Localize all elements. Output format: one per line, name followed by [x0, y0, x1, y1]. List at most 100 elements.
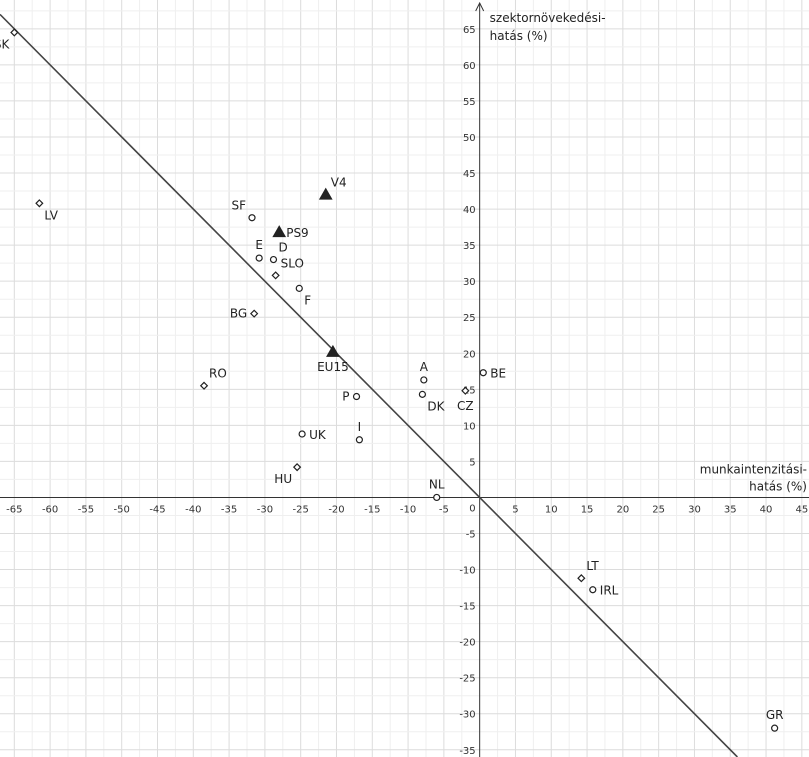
y-tick-label: 50 — [463, 133, 476, 144]
point-label-sf: SF — [231, 199, 246, 213]
point-label-bg: BG — [230, 307, 247, 321]
point-a — [420, 376, 428, 384]
x-tick-label: -60 — [42, 504, 58, 515]
y-tick-label: -5 — [466, 530, 476, 541]
point-label-slo: SLO — [281, 256, 304, 270]
x-tick-label: -35 — [221, 504, 237, 515]
point-be — [479, 369, 487, 377]
point-lt — [577, 574, 586, 583]
y-tick-label: 65 — [463, 25, 476, 36]
y-tick-label: -35 — [459, 746, 475, 757]
y-tick-label: 25 — [463, 313, 476, 324]
point-nl — [433, 493, 441, 502]
point-p — [352, 392, 361, 401]
point-f — [295, 284, 303, 292]
point-dk — [418, 390, 426, 398]
point-label-sk: SK — [0, 37, 10, 51]
x-tick-label: -40 — [185, 504, 201, 515]
x-tick-label: -45 — [149, 504, 165, 515]
x-tick-label: 15 — [581, 504, 594, 515]
y-axis-title-line-1: szektornövekedési- — [490, 11, 606, 25]
point-label-lt: LT — [586, 559, 599, 573]
point-label-d: D — [278, 241, 287, 255]
point-e — [255, 254, 263, 262]
point-label-eu15: EU15 — [317, 360, 349, 374]
x-tick-label: -10 — [400, 504, 416, 515]
y-tick-label: 55 — [463, 97, 476, 108]
x-tick-label: 40 — [760, 504, 773, 515]
point-lv — [35, 199, 44, 208]
point-label-e: E — [255, 238, 263, 252]
point-label-f: F — [304, 293, 311, 307]
y-tick-label: 5 — [469, 457, 475, 468]
point-gr — [771, 724, 779, 732]
point-label-dk: DK — [427, 399, 445, 413]
point-ro — [199, 381, 209, 390]
y-tick-labels: -35-30-25-20-15-10-551015202530354045505… — [459, 25, 475, 757]
point-label-cz: CZ — [457, 399, 474, 413]
y-tick-label: -30 — [459, 710, 475, 721]
y-tick-label: -10 — [459, 566, 475, 577]
point-label-nl: NL — [429, 477, 445, 491]
point-label-be: BE — [490, 367, 506, 381]
point-label-irl: IRL — [600, 584, 619, 598]
x-tick-label: -50 — [114, 504, 130, 515]
data-points — [10, 28, 779, 732]
point-ps9 — [272, 225, 287, 238]
point-label-hu: HU — [274, 472, 292, 486]
point-label-gr: GR — [766, 708, 784, 722]
y-tick-label: 60 — [463, 61, 476, 72]
point-label-p: P — [342, 390, 349, 404]
x-tick-label: 25 — [652, 504, 665, 515]
x-tick-label: 45 — [795, 504, 808, 515]
origin-label: 0 — [469, 503, 475, 514]
y-tick-label: -15 — [459, 602, 475, 613]
y-tick-label: -20 — [459, 638, 475, 649]
reference-line — [0, 13, 738, 757]
x-tick-label: -55 — [78, 504, 94, 515]
y-axis-arrow-icon — [475, 1, 485, 12]
x-tick-label: 35 — [724, 504, 737, 515]
point-label-ps9: PS9 — [286, 226, 309, 240]
x-tick-label: -25 — [293, 504, 309, 515]
point-bg — [250, 309, 259, 318]
y-tick-label: -25 — [459, 674, 475, 685]
point-label-a: A — [420, 360, 429, 374]
point-v4 — [318, 187, 333, 200]
point-cz — [461, 386, 470, 395]
y-tick-label: 45 — [463, 169, 476, 180]
y-axis-title-line-2: hatás (%) — [490, 29, 548, 43]
point-label-ro: RO — [209, 367, 227, 381]
y-tick-label: 35 — [463, 241, 476, 252]
x-tick-label: 30 — [688, 504, 701, 515]
point-slo — [271, 271, 280, 280]
x-tick-label: -15 — [364, 504, 380, 515]
point-d — [269, 255, 278, 264]
y-tick-label: 30 — [463, 277, 476, 288]
x-tick-label: -30 — [257, 504, 273, 515]
x-tick-label: 20 — [616, 504, 629, 515]
point-label-lv: LV — [44, 208, 58, 222]
x-tick-label: -65 — [6, 504, 22, 515]
x-tick-label: 5 — [512, 504, 518, 515]
x-tick-label: 10 — [545, 504, 558, 515]
point-sk — [10, 28, 19, 37]
point-label-uk: UK — [309, 428, 327, 442]
x-axis-title-line-1: munkaintenzitási- — [700, 462, 807, 476]
point-i — [355, 436, 363, 444]
point-sf — [248, 214, 256, 222]
point-irl — [589, 586, 597, 594]
point-uk — [298, 430, 306, 438]
point-label-i: I — [358, 420, 362, 434]
x-tick-labels: -65 -60 -55 -50 -45 -40 -35 -30 -25 -20 -15 -10 -5 5 1… — [6, 504, 808, 515]
y-tick-label: 10 — [463, 421, 476, 432]
y-tick-label: 40 — [463, 205, 476, 216]
y-tick-label: 20 — [463, 349, 476, 360]
point-eu15 — [326, 344, 340, 357]
x-axis-title-line-2: hatás (%) — [749, 479, 807, 493]
point-label-v4: V4 — [331, 176, 347, 190]
x-tick-label: -20 — [328, 504, 344, 515]
